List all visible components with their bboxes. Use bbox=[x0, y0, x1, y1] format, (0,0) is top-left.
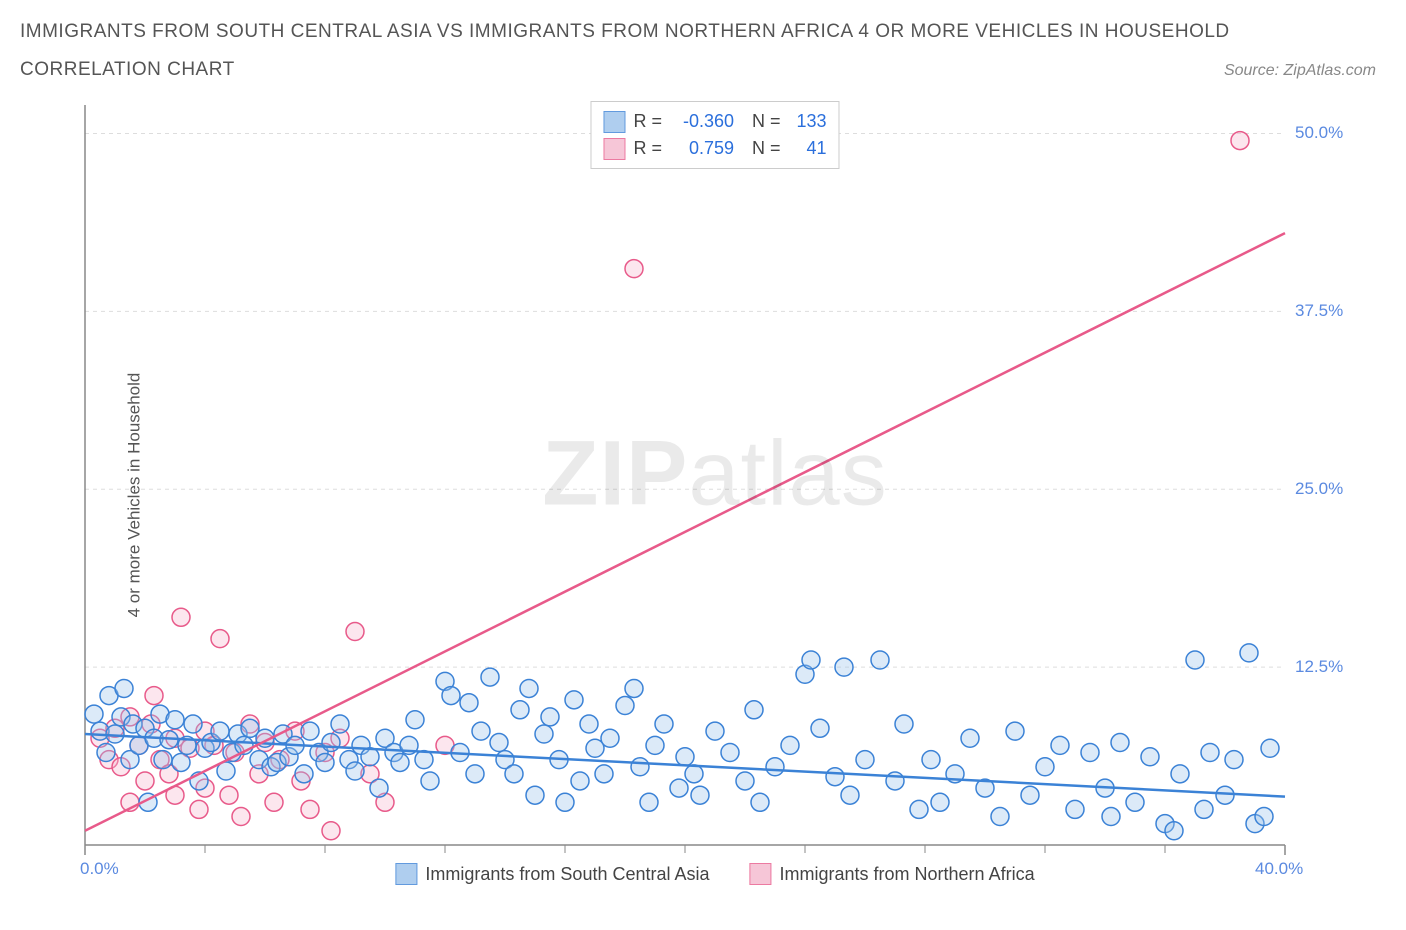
legend-swatch bbox=[750, 863, 772, 885]
legend-swatch bbox=[603, 111, 625, 133]
legend-swatch bbox=[395, 863, 417, 885]
scatter-plot-svg bbox=[65, 95, 1365, 885]
series-legend-item: Immigrants from South Central Asia bbox=[395, 863, 709, 885]
subtitle-row: CORRELATION CHART Source: ZipAtlas.com bbox=[20, 59, 1386, 81]
stat-r-value: 0.759 bbox=[670, 135, 734, 162]
stat-r-value: -0.360 bbox=[670, 108, 734, 135]
series-name: Immigrants from Northern Africa bbox=[780, 864, 1035, 885]
chart-header: IMMIGRANTS FROM SOUTH CENTRAL ASIA VS IM… bbox=[0, 0, 1406, 81]
stat-n-value: 133 bbox=[789, 108, 827, 135]
stat-legend-row: R = -0.360 N = 133 bbox=[603, 108, 826, 135]
stat-n-label: N = bbox=[742, 135, 781, 162]
statistics-legend: R = -0.360 N = 133 R = 0.759 N = 41 bbox=[590, 101, 839, 169]
y-tick-label: 50.0% bbox=[1295, 123, 1343, 143]
y-tick-label: 12.5% bbox=[1295, 657, 1343, 677]
chart-subtitle: CORRELATION CHART bbox=[20, 59, 235, 81]
x-tick-label: 0.0% bbox=[80, 859, 119, 879]
stat-r-label: R = bbox=[633, 135, 662, 162]
x-tick-label: 40.0% bbox=[1255, 859, 1303, 879]
y-tick-label: 25.0% bbox=[1295, 479, 1343, 499]
stat-n-value: 41 bbox=[789, 135, 827, 162]
series-legend: Immigrants from South Central Asia Immigr… bbox=[395, 863, 1034, 885]
y-tick-label: 37.5% bbox=[1295, 301, 1343, 321]
legend-swatch bbox=[603, 138, 625, 160]
series-legend-item: Immigrants from Northern Africa bbox=[750, 863, 1035, 885]
plot-area: ZIPatlas R =-0.360 N =133R =0.759 N =41 … bbox=[65, 95, 1365, 885]
chart-container: 4 or more Vehicles in Household ZIPatlas… bbox=[20, 95, 1386, 895]
source-attribution: Source: ZipAtlas.com bbox=[1224, 62, 1376, 80]
chart-title: IMMIGRANTS FROM SOUTH CENTRAL ASIA VS IM… bbox=[20, 18, 1386, 47]
stat-r-label: R = bbox=[633, 108, 662, 135]
stat-n-label: N = bbox=[742, 108, 781, 135]
stat-legend-row: R = 0.759 N = 41 bbox=[603, 135, 826, 162]
series-name: Immigrants from South Central Asia bbox=[425, 864, 709, 885]
